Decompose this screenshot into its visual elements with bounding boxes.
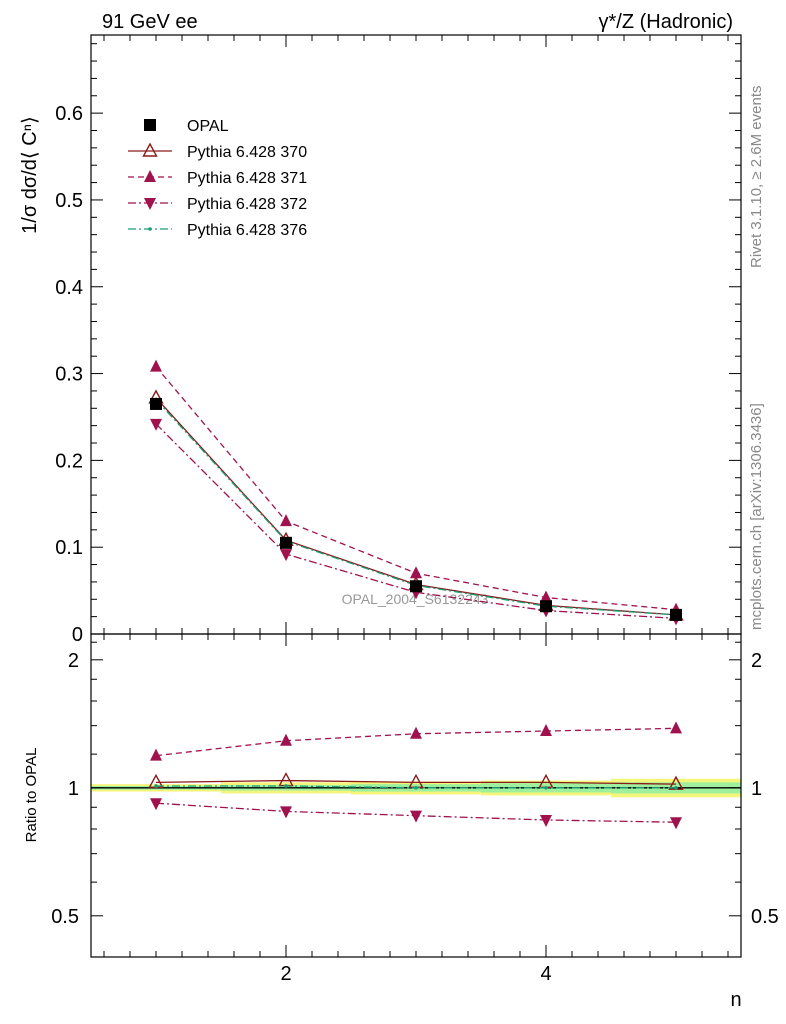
legend-label-4: Pythia 6.428 376 xyxy=(187,222,307,239)
main-ytick-label: 0 xyxy=(72,624,83,646)
header-right: γ*/Z (Hadronic) xyxy=(599,11,733,33)
main-series-line-3 xyxy=(155,399,677,616)
mcplots-label: mcplots.cern.ch [arXiv:1306.3436] xyxy=(748,403,765,630)
analysis-watermark: OPAL_2004_S6132243 xyxy=(342,591,489,607)
main-series-1-point-0 xyxy=(150,359,162,372)
main-series-2-point-1 xyxy=(280,549,292,562)
tick-marks xyxy=(91,35,741,957)
series-marks xyxy=(148,359,684,830)
legend-label-2: Pythia 6.428 371 xyxy=(187,170,307,187)
ratio-series-3-point-3 xyxy=(544,786,548,790)
ratio-series-1-point-4 xyxy=(670,721,682,734)
ratio-series-1-point-1 xyxy=(280,733,292,746)
legend-marker-2 xyxy=(144,170,156,182)
ratio-series-3-point-1 xyxy=(284,784,288,788)
ratio-xlabel: n xyxy=(730,989,741,1011)
legend-label-1: Pythia 6.428 370 xyxy=(187,144,307,161)
main-ytick-label: 0.6 xyxy=(55,103,83,125)
main-series-4-point-4 xyxy=(670,608,682,621)
ratio-ylabel: Ratio to OPAL xyxy=(23,748,40,843)
ratio-series-2-point-1 xyxy=(280,806,292,819)
main-ytick-label: 0.4 xyxy=(55,277,83,299)
header-left: 91 GeV ee xyxy=(102,11,198,33)
ratio-series-2-point-3 xyxy=(540,814,552,827)
ratio-series-line-0 xyxy=(155,779,677,785)
main-series-4-point-1 xyxy=(280,536,292,549)
ratio-series-2-point-0 xyxy=(150,798,162,811)
legend-marker-1 xyxy=(142,142,158,157)
legend-marker-0 xyxy=(144,119,156,131)
main-series-4-point-0 xyxy=(150,397,162,410)
legend-label-3: Pythia 6.428 372 xyxy=(187,196,307,213)
ratio-series-3-point-4 xyxy=(674,786,678,790)
legend: OPAL Pythia 6.428 370 Pythia 6.428 371 Pyth… xyxy=(128,118,307,239)
rivet-label: Rivet 3.1.10, ≥ 2.6M events xyxy=(748,86,765,269)
ratio-series-1-point-2 xyxy=(410,726,422,739)
ratio-ytick-label: 0.5 xyxy=(51,906,79,928)
legend-marker-3 xyxy=(144,198,156,210)
ratio-ytick-label-right: 2 xyxy=(751,650,762,672)
tick-labels: 0 0.1 0.2 0.3 0.4 0.5 0.6 2 4 0.5 0.5 1 1 2 2 xyxy=(51,103,779,985)
ratio-xtick-label: 4 xyxy=(540,963,551,985)
main-ytick-label: 0.2 xyxy=(55,450,83,472)
main-ytick-label: 0.5 xyxy=(55,190,83,212)
main-series-2-point-0 xyxy=(150,418,162,431)
legend-marker-4 xyxy=(148,227,152,231)
main-ytick-label: 0.3 xyxy=(55,364,83,386)
main-series-1-point-2 xyxy=(410,566,422,579)
ratio-ytick-label-right: 1 xyxy=(751,778,762,800)
legend-label-0: OPAL xyxy=(187,118,229,135)
ratio-ytick-label: 2 xyxy=(68,650,79,672)
main-ylabel: 1/σ dσ/d⟨ Cⁿ⟩ xyxy=(19,116,41,234)
ratio-ytick-label: 1 xyxy=(68,778,79,800)
ratio-series-1-point-3 xyxy=(540,724,552,737)
ratio-series-1-point-0 xyxy=(150,748,162,761)
main-ytick-label: 0.1 xyxy=(55,537,83,559)
main-series-4-point-3 xyxy=(540,600,552,613)
ratio-series-2-point-4 xyxy=(670,817,682,830)
ratio-xtick-label: 2 xyxy=(280,963,291,985)
main-series-1-point-1 xyxy=(280,514,292,527)
main-series-1-point-3 xyxy=(540,590,552,603)
ratio-series-3-point-0 xyxy=(154,784,158,788)
main-series-4-point-2 xyxy=(410,580,422,593)
ratio-series-3-point-2 xyxy=(414,786,418,790)
ratio-ytick-label-right: 0.5 xyxy=(751,906,779,928)
ratio-series-2-point-2 xyxy=(410,810,422,823)
